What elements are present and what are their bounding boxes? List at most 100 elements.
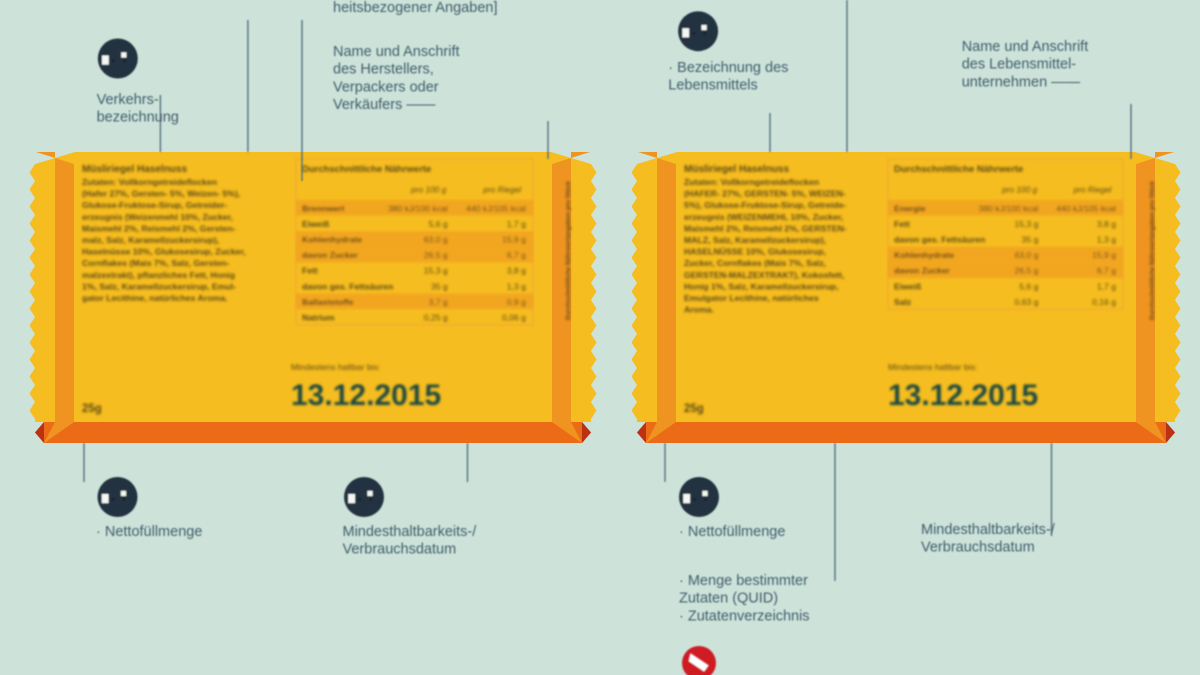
svg-text:Müsliriegel Haselnuss: Müsliriegel Haselnuss — [82, 164, 187, 175]
svg-text:Mindestens haltbar bis:: Mindestens haltbar bis: — [291, 362, 380, 372]
svg-text:Mindestens haltbar bis:: Mindestens haltbar bis: — [888, 362, 977, 372]
svg-text:Verbrauchsdatum: Verbrauchsdatum — [921, 540, 1035, 556]
svg-text:bezeichnung: bezeichnung — [97, 110, 179, 126]
svg-text:· Menge bestimmter: · Menge bestimmter — [679, 573, 808, 589]
svg-text:440 kJ/105 kcal: 440 kJ/105 kcal — [1056, 203, 1116, 213]
svg-text:1%, Salz, Karamellzuckersirup,: 1%, Salz, Karamellzuckersirup, Emul- — [82, 281, 236, 291]
svg-text:Durchschnittliche Nährwerte: Durchschnittliche Nährwerte — [302, 164, 431, 175]
svg-text:Name und Anschrift: Name und Anschrift — [962, 39, 1089, 55]
svg-text:· Bezeichnung des: · Bezeichnung des — [668, 60, 788, 76]
svg-text:Durchschnittliche Nährwerte: Durchschnittliche Nährwerte — [894, 164, 1023, 175]
svg-text:erzeugnis (Weizenmehl 10%, Zuc: erzeugnis (Weizenmehl 10%, Zucker, — [82, 212, 233, 222]
svg-text:63,0 g: 63,0 g — [424, 235, 448, 245]
svg-text:0,16 g: 0,16 g — [1092, 297, 1116, 307]
svg-text:Maismehl 2%, Reismehl 2%, Gers: Maismehl 2%, Reismehl 2%, Gersten- — [82, 223, 236, 233]
svg-text:Mindesthaltbarkeits-/: Mindesthaltbarkeits-/ — [343, 524, 478, 540]
svg-text:Eiweiß: Eiweiß — [894, 281, 921, 291]
svg-text:Verkäufers ——: Verkäufers —— — [333, 97, 436, 113]
svg-text:3,7 g: 3,7 g — [429, 297, 448, 307]
svg-text:Maismehl 2%, Reismehl 2%, GERS: Maismehl 2%, Reismehl 2%, GERSTEN- — [684, 223, 847, 233]
svg-text:15,9 g: 15,9 g — [502, 235, 526, 245]
svg-text:Zutaten: Vollkorngetreideflock: Zutaten: Vollkorngetreideflocken — [684, 177, 819, 187]
svg-text:Energie: Energie — [894, 203, 926, 213]
svg-text:· Zutatenverzeichnis: · Zutatenverzeichnis — [679, 608, 810, 624]
svg-text:Durchschnittliche Nährwertanga: Durchschnittliche Nährwertangaben pro St… — [565, 181, 572, 320]
svg-text:Eiweiß: Eiweiß — [302, 219, 329, 229]
svg-text:Fett: Fett — [302, 266, 318, 276]
svg-text:Kohlenhydrate: Kohlenhydrate — [894, 250, 954, 260]
svg-text:0,06 g: 0,06 g — [502, 313, 526, 323]
svg-text:Fett: Fett — [894, 219, 910, 229]
svg-text:Lebensmittels: Lebensmittels — [668, 78, 757, 94]
svg-text:5,6 g: 5,6 g — [429, 219, 448, 229]
svg-text:Zutaten (QUID): Zutaten (QUID) — [679, 591, 778, 607]
svg-text:26,5 g: 26,5 g — [424, 250, 448, 260]
svg-text:13.12.2015: 13.12.2015 — [291, 379, 441, 412]
svg-text:Honig 1%, Salz, Karamellzucker: Honig 1%, Salz, Karamellzuckersirup, — [684, 281, 839, 291]
svg-text:pro 100 g: pro 100 g — [410, 185, 446, 195]
svg-text:erzeugnis (WEIZENMEHL 10%, Zuc: erzeugnis (WEIZENMEHL 10%, Zucker, — [684, 212, 843, 222]
svg-text:des Lebensmittel-: des Lebensmittel- — [962, 57, 1077, 73]
svg-text:1,3 g: 1,3 g — [507, 281, 526, 291]
svg-text:25g: 25g — [82, 403, 102, 415]
svg-text:1,7 g: 1,7 g — [507, 219, 526, 229]
svg-text:6,7 g: 6,7 g — [1097, 266, 1116, 276]
svg-text:davon Zucker: davon Zucker — [894, 266, 951, 276]
svg-text:6,7 g: 6,7 g — [507, 250, 526, 260]
svg-text:3,8 g: 3,8 g — [1097, 219, 1116, 229]
svg-text:35 g: 35 g — [431, 281, 448, 291]
svg-text:1,7 g: 1,7 g — [1097, 281, 1116, 291]
svg-text:0,9 g: 0,9 g — [507, 297, 526, 307]
svg-text:3,8 g: 3,8 g — [507, 266, 526, 276]
svg-text:Mindesthaltbarkeits-/: Mindesthaltbarkeits-/ — [921, 522, 1056, 538]
svg-text:· Nettofüllmenge: · Nettofüllmenge — [96, 524, 202, 540]
svg-text:35 g: 35 g — [1022, 235, 1039, 245]
svg-text:MALZ, Salz, Karamellzuckersiru: MALZ, Salz, Karamellzuckersirup), — [684, 235, 826, 245]
svg-text:Müsliriegel Haselnuss: Müsliriegel Haselnuss — [684, 164, 789, 175]
svg-text:Ballaststoffe: Ballaststoffe — [302, 297, 354, 307]
svg-text:unternehmen ——: unternehmen —— — [962, 74, 1081, 90]
svg-text:heitsbezogener Angaben]: heitsbezogener Angaben] — [333, 0, 497, 16]
svg-text:pro 100 g: pro 100 g — [1001, 185, 1037, 195]
svg-text:Haselnüsse 10%, Glukosesirup,: Haselnüsse 10%, Glukosesirup, Zucker, — [82, 247, 246, 257]
svg-text:26,5 g: 26,5 g — [1014, 266, 1038, 276]
svg-text:Zutaten: Vollkorngetreideflock: Zutaten: Vollkorngetreideflocken — [82, 177, 217, 187]
svg-text:pro Riegel: pro Riegel — [482, 185, 522, 195]
svg-text:davon ges. Fettsäuren: davon ges. Fettsäuren — [894, 235, 985, 245]
svg-text:HASELNÜSSE 10%, Glukosesirup,: HASELNÜSSE 10%, Glukosesirup, — [684, 247, 826, 257]
svg-text:Cornflakes (Mais 7%, Salz, Ger: Cornflakes (Mais 7%, Salz, Gersten- — [82, 258, 229, 268]
svg-text:Emulgator Lecithine, natürlich: Emulgator Lecithine, natürliches — [684, 293, 819, 303]
svg-text:15,3 g: 15,3 g — [424, 266, 448, 276]
svg-text:Zucker, Cornflakes (Mais 7%, S: Zucker, Cornflakes (Mais 7%, Salz, — [684, 258, 826, 268]
svg-text:(Hafer 27%, Gersten- 5%, Weize: (Hafer 27%, Gersten- 5%, Weizen- 5%), — [82, 189, 240, 199]
svg-text:davon Zucker: davon Zucker — [302, 250, 359, 260]
svg-text:Verbrauchsdatum: Verbrauchsdatum — [343, 542, 457, 558]
svg-text:(HAFER- 27%, GERSTEN- 5%, WEIZ: (HAFER- 27%, GERSTEN- 5%, WEIZEN- — [684, 189, 846, 199]
svg-text:Salz: Salz — [894, 297, 911, 307]
svg-text:0,25 g: 0,25 g — [424, 313, 448, 323]
svg-text:Verpackers oder: Verpackers oder — [333, 79, 439, 95]
svg-text:5%), Glukose-Fruktose-Sirup, G: 5%), Glukose-Fruktose-Sirup, Getreide- — [684, 200, 846, 210]
svg-text:pro Riegel: pro Riegel — [1073, 185, 1113, 195]
svg-text:15,3 g: 15,3 g — [1014, 219, 1038, 229]
svg-text:· Nettofüllmenge: · Nettofüllmenge — [679, 524, 785, 540]
svg-text:380 kJ/100 kcal: 380 kJ/100 kcal — [979, 203, 1039, 213]
svg-text:63,0 g: 63,0 g — [1014, 250, 1038, 260]
svg-text:Aroma.: Aroma. — [684, 305, 714, 315]
svg-text:1,3 g: 1,3 g — [1097, 235, 1116, 245]
svg-text:15,9 g: 15,9 g — [1092, 250, 1116, 260]
svg-text:440 kJ/105 kcal: 440 kJ/105 kcal — [466, 203, 526, 213]
svg-text:25g: 25g — [684, 403, 704, 415]
svg-text:5,6 g: 5,6 g — [1019, 281, 1038, 291]
svg-text:GERSTEN-MALZEXTRAKT), Kokosfet: GERSTEN-MALZEXTRAKT), Kokosfett, — [684, 270, 844, 280]
svg-text:malz, Salz, Karamellzuckersiru: malz, Salz, Karamellzuckersirup), — [82, 235, 219, 245]
svg-text:Brennwert: Brennwert — [302, 203, 345, 213]
svg-text:davon ges. Fettsäuren: davon ges. Fettsäuren — [302, 281, 393, 291]
svg-text:Name und Anschrift: Name und Anschrift — [333, 44, 460, 60]
svg-text:Verkehrs-: Verkehrs- — [97, 92, 159, 108]
svg-text:380 kJ/100 kcal: 380 kJ/100 kcal — [388, 203, 448, 213]
svg-text:Natrium: Natrium — [302, 313, 335, 323]
svg-text:des Herstellers,: des Herstellers, — [333, 62, 434, 78]
svg-text:Glukose-Fruktose-Sirup, Getrei: Glukose-Fruktose-Sirup, Getreider- — [82, 200, 227, 210]
svg-text:0,63 g: 0,63 g — [1014, 297, 1038, 307]
